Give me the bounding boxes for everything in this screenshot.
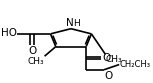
- Text: N: N: [66, 18, 74, 27]
- Text: CH₃: CH₃: [27, 57, 44, 66]
- Text: O: O: [105, 71, 113, 81]
- Text: HO: HO: [1, 28, 17, 38]
- Text: O: O: [102, 53, 110, 63]
- Text: O: O: [28, 46, 36, 56]
- Text: H: H: [73, 19, 80, 27]
- Text: CH₂CH₃: CH₂CH₃: [120, 60, 151, 69]
- Text: CH₃: CH₃: [106, 55, 123, 64]
